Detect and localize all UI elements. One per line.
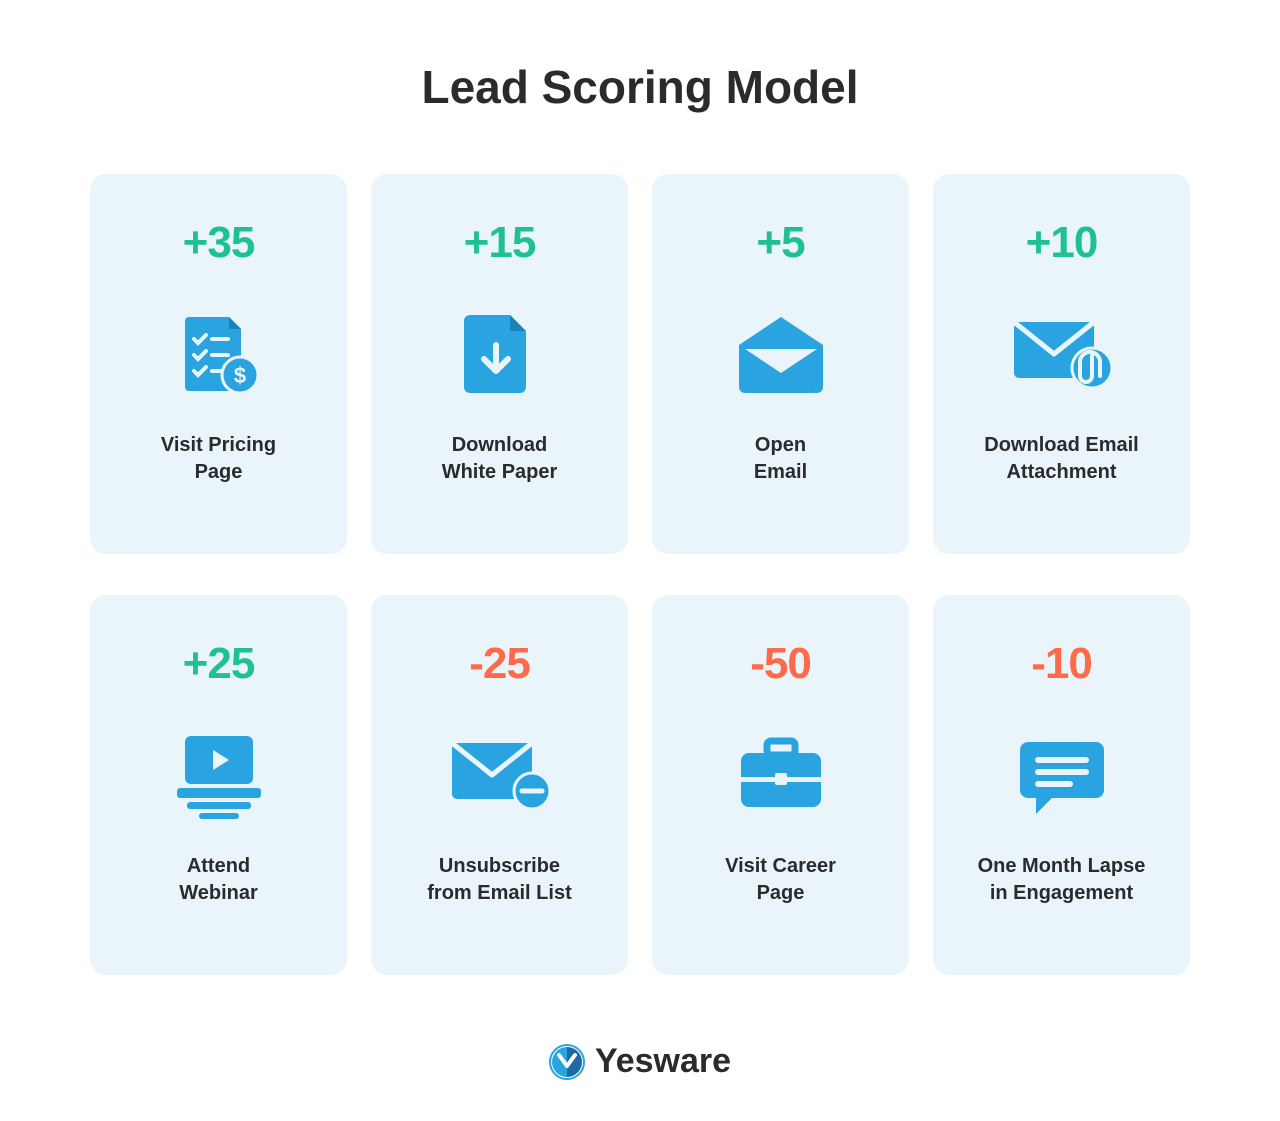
card-label: Visit Career Page: [725, 853, 836, 907]
card-label: Download White Paper: [442, 432, 558, 486]
card-lapse-engagement: -10 One Month Lapse in Engagement: [933, 595, 1190, 975]
card-label: Visit Pricing Page: [161, 432, 276, 486]
pricing-icon: $: [174, 304, 264, 404]
card-grid: +35 $ Visit Pricing Page +15: [90, 174, 1190, 992]
score-value: -25: [469, 639, 530, 689]
open-email-icon: [733, 304, 829, 404]
score-value: +5: [756, 218, 804, 268]
card-visit-pricing: +35 $ Visit Pricing Page: [90, 174, 347, 554]
chat-icon: [1018, 725, 1106, 825]
score-value: +25: [183, 639, 255, 689]
yesware-mark-icon: [549, 1044, 585, 1080]
card-download-whitepaper: +15 Download White Paper: [371, 174, 628, 554]
briefcase-icon: [735, 725, 827, 825]
card-label: Unsubscribe from Email List: [427, 853, 571, 907]
score-value: -50: [750, 639, 811, 689]
footer: Yesware: [90, 1042, 1190, 1081]
page-title: Lead Scoring Model: [90, 60, 1190, 114]
card-visit-career: -50 Visit Career Page: [652, 595, 909, 975]
card-label: Attend Webinar: [179, 853, 258, 907]
card-download-attachment: +10 Download Email Attachment: [933, 174, 1190, 554]
brand-logo: Yesware: [549, 1042, 731, 1081]
svg-text:$: $: [233, 363, 245, 388]
card-label: One Month Lapse in Engagement: [978, 853, 1146, 907]
card-attend-webinar: +25 Attend Webinar: [90, 595, 347, 975]
card-label: Download Email Attachment: [984, 432, 1138, 486]
card-label: Open Email: [754, 432, 807, 486]
score-value: +15: [464, 218, 536, 268]
score-value: -10: [1031, 639, 1092, 689]
webinar-icon: [171, 725, 267, 825]
unsubscribe-icon: [448, 725, 552, 825]
score-value: +10: [1026, 218, 1098, 268]
download-icon: [462, 304, 538, 404]
score-value: +35: [183, 218, 255, 268]
brand-name: Yesware: [595, 1042, 731, 1081]
attachment-icon: [1010, 304, 1114, 404]
card-unsubscribe: -25 Unsubscribe from Email List: [371, 595, 628, 975]
card-open-email: +5 Open Email: [652, 174, 909, 554]
